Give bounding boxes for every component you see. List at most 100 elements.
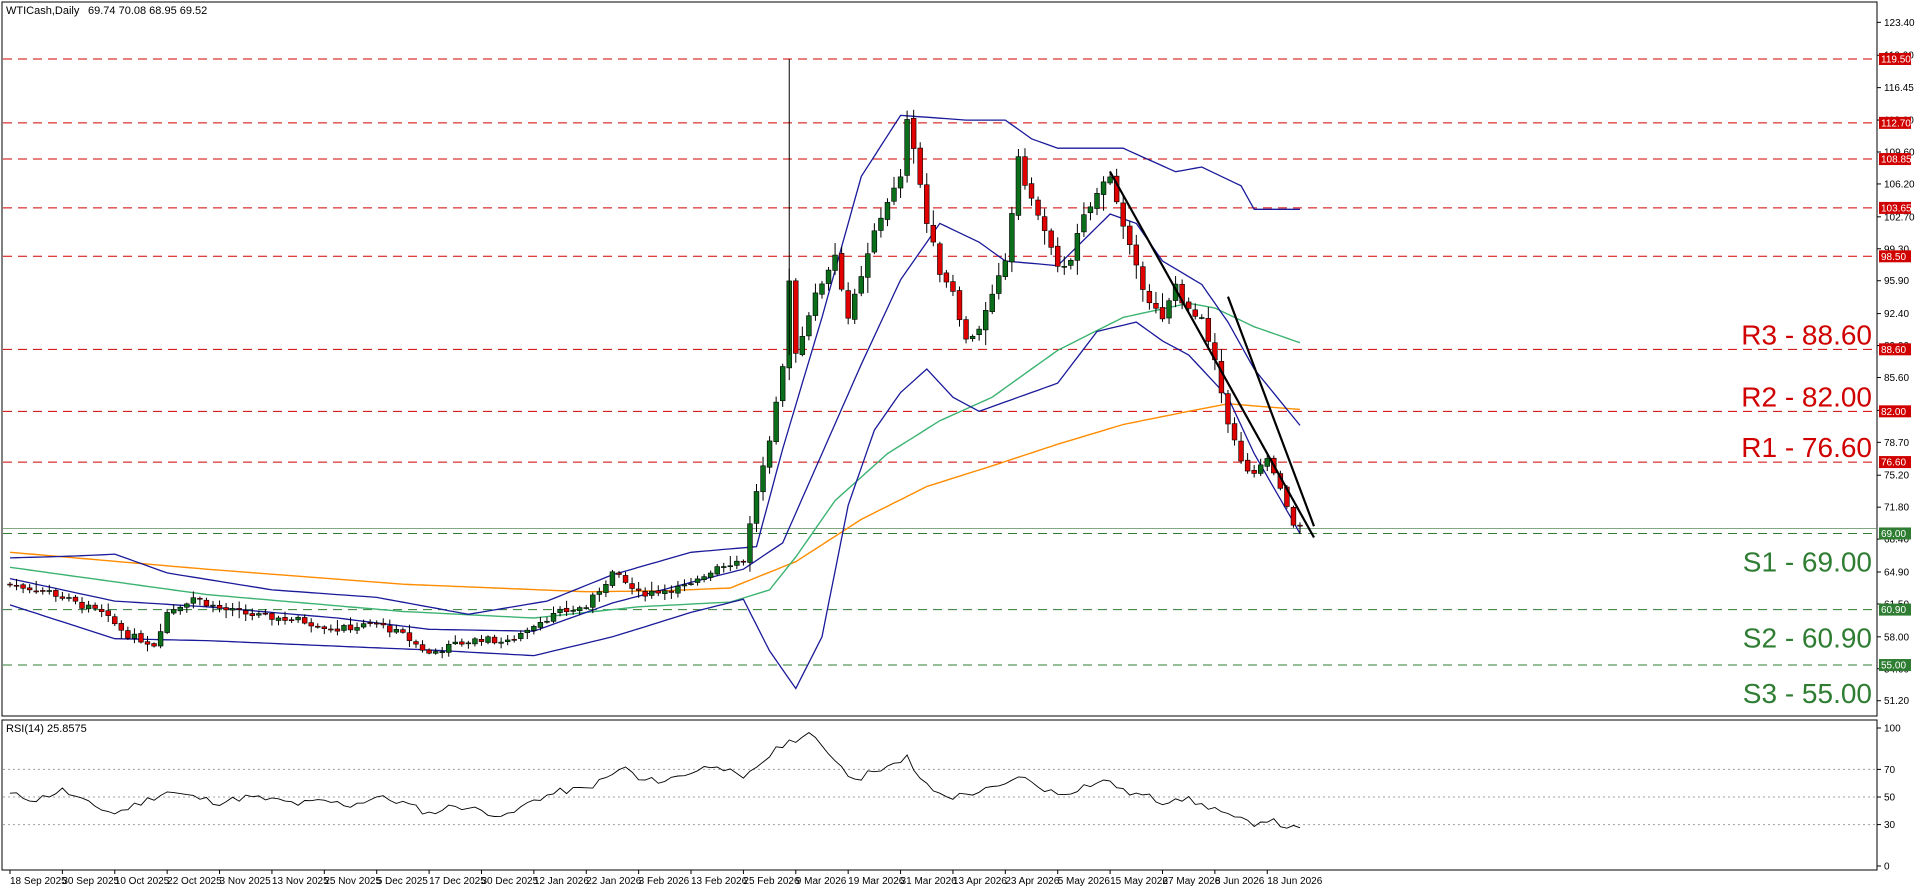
time-tick-label: 31 Mar 2026	[901, 876, 958, 887]
candle	[583, 604, 589, 610]
candle	[760, 456, 766, 501]
candle	[144, 635, 151, 652]
candle	[426, 648, 432, 655]
price-tick-label: 109.60	[1884, 148, 1915, 159]
candle	[472, 637, 478, 647]
candle	[603, 580, 609, 597]
candle	[531, 624, 537, 635]
candle	[550, 606, 557, 624]
candle	[1028, 177, 1035, 206]
candle	[256, 611, 262, 618]
candlestick-series	[7, 58, 1303, 659]
candle	[825, 267, 832, 291]
candle	[596, 587, 603, 602]
candle	[616, 570, 622, 578]
support-price-tag: 60.90	[1879, 603, 1911, 616]
candle	[924, 173, 930, 233]
candle	[288, 617, 295, 623]
candle	[112, 613, 118, 627]
candle	[79, 597, 85, 614]
candle	[1238, 431, 1244, 464]
candle	[668, 585, 675, 599]
candle	[1231, 417, 1238, 446]
candle	[1225, 389, 1231, 433]
candle	[779, 363, 786, 407]
svg-text:103.65: 103.65	[1881, 203, 1912, 214]
rsi-tick-label: 50	[1884, 793, 1896, 804]
price-panel[interactable]	[1, 1, 1878, 717]
candle	[275, 615, 282, 626]
candle	[838, 246, 845, 292]
candle	[681, 579, 688, 592]
time-tick-label: 5 May 2026	[1058, 876, 1111, 887]
time-tick-label: 13 Nov 2025	[272, 876, 329, 887]
rsi-tick-label: 0	[1884, 862, 1890, 873]
price-tick-label: 123.40	[1884, 18, 1915, 29]
candle	[852, 288, 858, 325]
candle	[1094, 187, 1100, 216]
time-tick-label: 3 Nov 2025	[220, 876, 272, 887]
candle	[904, 110, 910, 183]
candle	[858, 265, 864, 297]
candle	[387, 619, 393, 638]
candle	[321, 625, 328, 635]
candle	[1244, 453, 1251, 474]
candle	[649, 581, 655, 599]
candle	[930, 210, 936, 247]
resistance-price-tag: 82.00	[1879, 405, 1911, 418]
candle	[393, 624, 400, 634]
time-tick-label: 27 May 2026	[1162, 876, 1220, 887]
candle	[812, 283, 819, 321]
candle	[950, 274, 956, 297]
resistance-price-tag: 76.60	[1879, 456, 1911, 469]
candle	[66, 593, 72, 602]
candle	[105, 603, 111, 622]
support-price-tag: 55.00	[1879, 659, 1911, 672]
time-tick-label: 12 Jan 2026	[534, 876, 589, 887]
candle	[347, 617, 354, 633]
candle	[504, 635, 511, 646]
candle	[1133, 234, 1139, 279]
downtrend-line	[1226, 296, 1316, 527]
price-tick-label: 116.45	[1884, 83, 1914, 94]
time-tick-label: 22 Oct 2025	[167, 876, 222, 887]
candle	[1009, 206, 1015, 273]
candle	[675, 580, 681, 598]
candle	[59, 591, 66, 601]
candle	[897, 168, 904, 198]
candle	[524, 627, 531, 640]
candle	[439, 646, 445, 659]
resistance-price-tag: 112.70	[1879, 116, 1911, 129]
candle	[229, 602, 236, 617]
price-tick-label: 51.20	[1884, 696, 1909, 707]
candle	[845, 282, 851, 325]
candle	[341, 623, 347, 633]
svg-text:98.50: 98.50	[1881, 252, 1906, 263]
candle	[891, 176, 897, 206]
candle	[1297, 522, 1303, 535]
candle	[216, 600, 223, 613]
candle	[72, 595, 79, 605]
candle	[184, 602, 190, 613]
candle	[413, 639, 419, 648]
rsi-panel[interactable]	[1, 719, 1878, 871]
candle	[328, 624, 334, 633]
svg-text:119.50: 119.50	[1881, 54, 1911, 65]
resistance-level-label: R1 - 76.60	[1741, 432, 1872, 463]
candle	[380, 618, 386, 629]
price-tick-label: 106.20	[1884, 179, 1915, 190]
candle	[576, 605, 583, 616]
time-tick-label: 13 Feb 2026	[691, 876, 748, 887]
candle	[747, 515, 753, 572]
time-tick-label: 13 Apr 2026	[953, 876, 1007, 887]
candle	[871, 223, 878, 255]
candle	[243, 604, 249, 622]
candle	[1074, 223, 1081, 275]
downtrend-line	[1109, 171, 1315, 539]
candle	[518, 630, 524, 642]
price-tick-label: 85.60	[1884, 373, 1909, 384]
candle	[295, 615, 301, 623]
candle	[793, 278, 799, 363]
candle	[557, 606, 563, 617]
